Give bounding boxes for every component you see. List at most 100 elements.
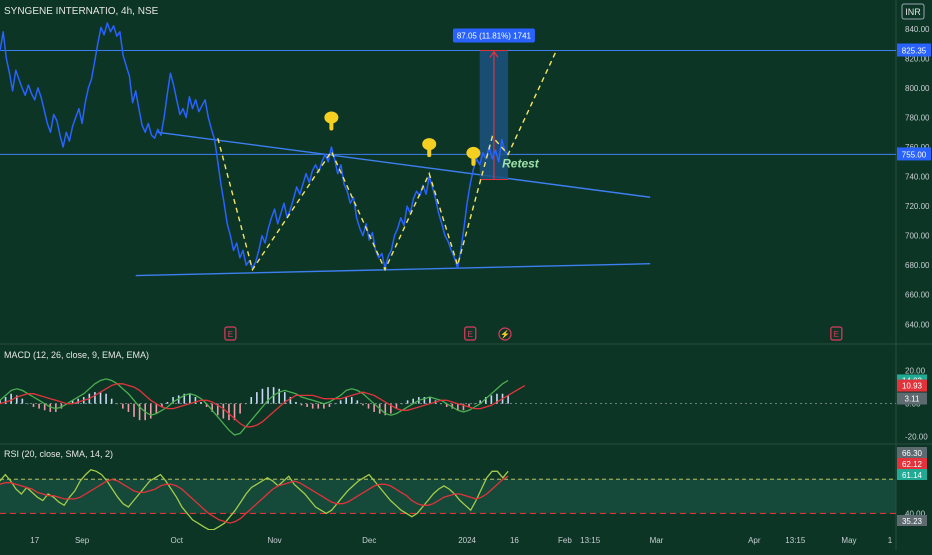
rsi-value-label-box xyxy=(897,469,927,480)
macd-value-label-box xyxy=(897,379,927,392)
time-tick-label: 13:15 xyxy=(785,536,806,545)
macd-histogram-bar xyxy=(250,397,253,404)
time-tick-label: 17 xyxy=(30,536,39,545)
macd-histogram-bar xyxy=(27,403,29,405)
macd-histogram-bar xyxy=(172,397,174,404)
macd-histogram-bar xyxy=(406,400,409,404)
pointing-hand-icon xyxy=(422,138,437,158)
level-value-label-box xyxy=(897,147,931,161)
hand-palm xyxy=(466,146,481,159)
rsi-value-label-box xyxy=(897,447,927,458)
macd-histogram-bar xyxy=(116,403,119,405)
rsi-value-label-box xyxy=(897,458,927,469)
macd-histogram-bar xyxy=(4,397,7,404)
macd-histogram-bar xyxy=(200,402,202,404)
event-marker-earnings-icon xyxy=(830,326,843,341)
event-marker-split-icon xyxy=(498,327,512,341)
macd-histogram-bar xyxy=(362,403,364,406)
pattern-dashed-path xyxy=(217,52,557,272)
macd-histogram-bar xyxy=(306,403,308,407)
time-tick-label: Dec xyxy=(362,536,376,545)
macd-histogram-bar xyxy=(445,403,448,407)
macd-histogram-bar xyxy=(239,403,241,414)
macd-histogram-bar xyxy=(311,403,314,409)
macd-histogram-bar xyxy=(356,400,359,404)
event-marker-label: E xyxy=(468,330,473,339)
macd-histogram-bar xyxy=(373,403,375,412)
hand-palm xyxy=(324,111,339,124)
macd-histogram-bar xyxy=(244,403,247,405)
price-tick-label: 800.00 xyxy=(905,84,930,93)
macd-histogram-bar xyxy=(205,403,208,407)
time-tick-label: Oct xyxy=(171,536,184,545)
macd-histogram-bar xyxy=(496,393,498,404)
macd-histogram-bar xyxy=(194,397,197,404)
symbol-title: SYNGENE INTERNATIO, 4h, NSE xyxy=(4,6,159,17)
macd-histogram-bar xyxy=(423,397,426,404)
macd-histogram-bar xyxy=(412,398,414,404)
macd-histogram-bar xyxy=(105,393,107,404)
macd-histogram-bar xyxy=(110,398,113,404)
macd-tick-label: 20.00 xyxy=(905,367,926,376)
macd-histogram-bar xyxy=(300,403,303,406)
macd-histogram-bar xyxy=(267,387,269,404)
pointing-hand-icon xyxy=(466,146,481,166)
time-tick-label: Sep xyxy=(75,536,90,545)
rsi-tick-label: 40.00 xyxy=(905,509,926,518)
macd-histogram-bar xyxy=(289,397,292,404)
macd-histogram-bar xyxy=(60,403,63,409)
time-tick-label: Nov xyxy=(267,536,281,545)
macd-histogram-bar xyxy=(384,403,387,416)
macd-value-label-box xyxy=(897,392,927,405)
currency-button[interactable]: INR xyxy=(901,3,925,20)
annotation-layer: Retest xyxy=(324,111,540,170)
macd-histogram-bar xyxy=(38,403,40,409)
macd-histogram-bar xyxy=(334,403,336,405)
macd-histogram-bar xyxy=(390,403,392,414)
macd-histogram-bar xyxy=(256,392,258,404)
macd-histogram-bar xyxy=(440,403,442,405)
macd-histogram-bar xyxy=(233,403,236,421)
hand-palm xyxy=(422,138,437,151)
macd-histogram-bar xyxy=(345,397,347,404)
macd-histogram-bar xyxy=(43,403,46,411)
macd-title: MACD (12, 26, close, 9, EMA, EMA) xyxy=(4,350,149,360)
rsi-layer xyxy=(0,468,509,530)
hand-finger xyxy=(329,120,334,131)
macd-histogram-bar xyxy=(283,392,286,404)
macd-histogram-bar xyxy=(462,403,465,411)
macd-histogram-bar xyxy=(350,397,353,404)
time-tick-label: Feb xyxy=(558,536,572,545)
level-line-layer xyxy=(0,50,896,155)
macd-value-label: 3.11 xyxy=(905,395,921,404)
time-tick-label: 1 xyxy=(888,536,893,545)
macd-histogram-bar xyxy=(473,403,476,405)
macd-signal-line xyxy=(0,383,526,428)
macd-histogram-bar xyxy=(49,403,52,412)
macd-layer xyxy=(0,378,896,436)
macd-histogram-bar xyxy=(295,402,297,404)
price-tick-label: 680.00 xyxy=(905,261,930,270)
price-tick-label: 660.00 xyxy=(905,291,930,300)
macd-histogram-bar xyxy=(468,403,470,407)
macd-line xyxy=(0,378,509,436)
macd-histogram-bar xyxy=(451,403,454,409)
price-tick-label: 820.00 xyxy=(905,54,930,63)
macd-histogram-bar xyxy=(278,388,280,404)
level-value-label-box xyxy=(897,43,931,57)
macd-histogram-bar xyxy=(10,393,12,404)
macd-histogram-bar xyxy=(189,393,191,404)
macd-histogram-bar xyxy=(166,402,169,404)
macd-histogram-bar xyxy=(484,397,487,404)
macd-histogram-bar xyxy=(490,395,493,404)
macd-histogram-bar xyxy=(122,403,124,409)
time-tick-label: Apr xyxy=(748,536,761,545)
macd-value-label: 10.93 xyxy=(902,382,923,391)
macd-histogram-bar xyxy=(21,398,24,404)
macd-histogram-bar xyxy=(161,403,163,407)
macd-histogram-bar xyxy=(94,392,96,404)
retest-label: Retest xyxy=(502,156,540,170)
time-axis[interactable]: 17 Sep Oct Nov Dec 2024 16 Feb 13:15 Mar Apr 13:15 M… xyxy=(30,536,893,545)
macd-histogram-bar xyxy=(177,395,180,404)
